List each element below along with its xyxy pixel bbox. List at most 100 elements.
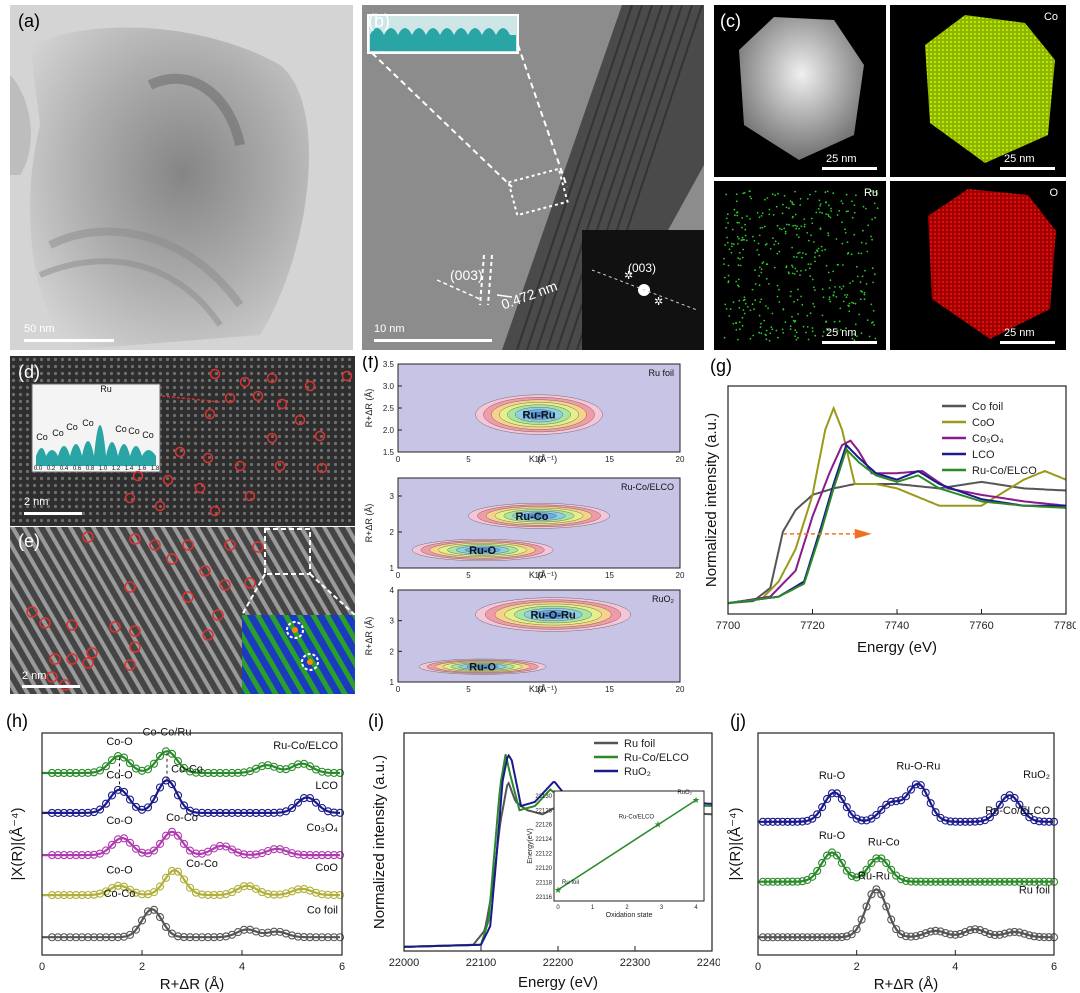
ru-dot — [872, 281, 874, 284]
exafs-data-point — [77, 808, 87, 817]
profile-tick-label: 0.6 — [73, 466, 82, 472]
ru-dot — [819, 211, 821, 214]
ru-exafs-data-point — [852, 873, 861, 882]
panel-g-co-xanes: 7700 7720 7740 7760 7780 Co foil CoO Co₃O₄ LCO Ru… — [704, 356, 1076, 701]
panel-label-h: (h) — [6, 711, 28, 731]
exafs-peak-label: Co-O — [106, 815, 133, 827]
ru-dot — [865, 283, 868, 285]
ru-dot — [727, 274, 730, 277]
legend-label: CoO — [972, 417, 995, 429]
i-xtick-label: 22400 — [697, 957, 720, 969]
ru-dot — [753, 308, 755, 311]
exafs-peak-label: Co-Co — [171, 764, 203, 776]
ru-dot — [775, 329, 778, 332]
map-label-co: Co — [1043, 11, 1058, 23]
ru-dot — [744, 223, 746, 226]
wt-ytick-label: 3.5 — [383, 360, 395, 369]
exafs-data-point — [323, 768, 333, 777]
ru-exafs-data-point — [872, 854, 881, 863]
ru-exafs-data-point — [951, 817, 960, 826]
ru-exafs-data-point — [901, 792, 911, 801]
exafs-data-point — [209, 768, 219, 778]
exafs-data-point — [245, 850, 255, 859]
ru-dot — [749, 190, 751, 193]
svg-text:✲: ✲ — [624, 270, 633, 282]
ru-dot — [726, 213, 729, 216]
ru-dot — [788, 207, 790, 210]
ru-exafs-data-point — [813, 933, 822, 942]
wt-ytick-label: 4 — [390, 586, 395, 595]
ru-exafs-series-label: Ru foil — [1019, 884, 1050, 896]
exafs-data-point — [119, 753, 129, 762]
ru-dot — [759, 326, 762, 329]
ru-dot — [851, 216, 854, 219]
scale-bar-c3 — [822, 341, 877, 344]
ru-exafs-data-point — [793, 933, 802, 942]
ru-dot — [765, 329, 768, 332]
ru-exafs-data-point — [995, 930, 1004, 939]
ru-dot — [803, 223, 806, 226]
ru-dot — [745, 239, 748, 242]
ru-dot — [785, 265, 788, 268]
ru-dot — [790, 290, 792, 293]
ru-dot — [784, 230, 787, 233]
ru-dot — [799, 197, 802, 200]
atom-marker — [239, 376, 251, 388]
ru-dot — [768, 283, 770, 285]
ru-dot — [830, 210, 833, 212]
ru-dot — [783, 227, 786, 230]
ru-dot — [758, 234, 761, 237]
ru-exafs-data-point — [990, 807, 999, 817]
exafs-data-point — [149, 888, 159, 897]
atom-marker — [129, 641, 141, 653]
j-xtick-label: 4 — [952, 961, 958, 973]
wt-xtick-label: 20 — [676, 571, 685, 580]
ru-dot — [814, 289, 816, 291]
exafs-data-point — [53, 808, 63, 817]
ru-dot — [836, 214, 839, 216]
exafs-data-point — [89, 768, 99, 777]
ru-dot — [765, 334, 767, 336]
ru-dot — [859, 298, 862, 301]
ru-exafs-data-point — [1000, 929, 1009, 938]
ru-dot — [810, 263, 812, 265]
ru-dot — [728, 315, 731, 317]
ru-exafs-data-point — [1040, 877, 1049, 886]
ru-exafs-data-point — [975, 817, 985, 826]
ru-exafs-data-point — [803, 933, 812, 942]
ru-dot — [794, 335, 796, 337]
ru-dot — [741, 324, 744, 327]
ru-dot — [818, 199, 821, 202]
ru-exafs-data-point — [946, 817, 955, 826]
ru-dot — [825, 213, 827, 215]
exafs-data-point — [173, 867, 183, 876]
wt-ylabel: R+ΔR (Å) — [364, 504, 374, 543]
ru-dot — [833, 320, 836, 323]
ru-dot — [870, 235, 872, 238]
ru-dot — [754, 269, 756, 272]
ru-dot — [812, 302, 815, 305]
scale-bar-label-b: 10 nm — [374, 323, 405, 335]
exafs-data-point — [329, 851, 339, 860]
ru-dot — [872, 191, 875, 194]
ru-dot — [782, 203, 784, 206]
ru-exafs-data-point — [936, 813, 945, 822]
exafs-data-point — [53, 768, 63, 778]
ru-dot — [781, 212, 784, 215]
ru-dot — [799, 274, 801, 276]
exafs-data-point — [53, 851, 63, 860]
ru-dot — [784, 321, 787, 324]
exafs-data-point — [323, 890, 333, 899]
wt-frame — [397, 589, 681, 683]
ru-exafs-data-point — [1010, 927, 1019, 936]
inset-star: ★ — [692, 795, 700, 805]
ru-exafs-data-point — [793, 877, 802, 886]
ru-dot — [819, 205, 821, 207]
ru-dot — [850, 253, 853, 256]
ru-dot — [736, 235, 739, 238]
ru-dot — [874, 190, 877, 193]
panel-f-wavelet-transforms: Ru-Ru Ru foil 1.5 2.0 2.5 3.0 3.5 0 5 10 15 20 K (Å⁻… — [358, 356, 698, 698]
exafs-data-point — [233, 808, 243, 817]
ru-dot — [872, 309, 875, 312]
